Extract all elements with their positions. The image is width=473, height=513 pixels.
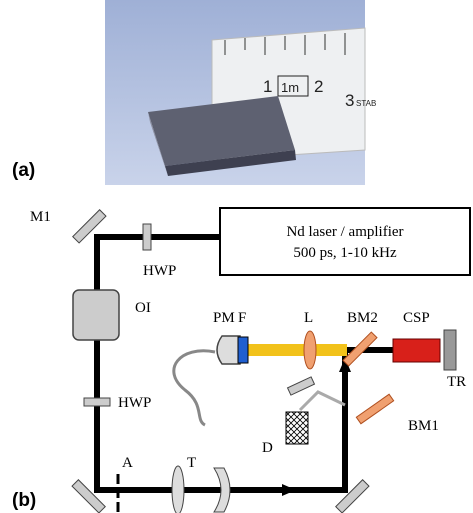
detector [285, 411, 309, 445]
ruler-mark: STAB [356, 99, 376, 108]
arrow [339, 358, 351, 372]
ruler-mark: 2 [314, 77, 323, 96]
waveplate [83, 397, 111, 407]
laser-label: 500 ps, 1-10 kHz [293, 245, 397, 261]
ruler-mark: 3 [345, 91, 354, 110]
mirror [71, 479, 106, 513]
label: TR [447, 374, 466, 390]
label: PM [213, 310, 235, 326]
panel-label: (a) [12, 160, 35, 181]
crystal [392, 338, 441, 363]
beam-splitter [355, 393, 395, 425]
mirror [286, 376, 316, 396]
beam [235, 344, 347, 356]
label: BM2 [347, 310, 378, 326]
beam-splitter [342, 331, 378, 367]
label: HWP [143, 263, 176, 279]
laser-box [219, 207, 471, 276]
label: T [187, 455, 196, 471]
label: M1 [30, 209, 51, 225]
ruler-mark: 1m [281, 80, 299, 95]
label: HWP [118, 395, 151, 411]
waveplate [142, 223, 152, 251]
label: L [304, 310, 313, 326]
power-meter [216, 335, 241, 365]
ruler-mark: 1 [263, 77, 272, 96]
lens [303, 330, 317, 370]
reflected-beam [298, 390, 346, 412]
isolator [72, 289, 120, 341]
mirror [335, 479, 370, 513]
label: CSP [403, 310, 430, 326]
label: BM1 [408, 418, 439, 434]
laser-label: Nd laser / amplifier [286, 224, 403, 240]
lens [171, 465, 185, 513]
photo: 1 1m 2 3 STAB [105, 0, 376, 185]
reflector [443, 329, 457, 371]
arrow [282, 484, 296, 496]
filter [237, 336, 249, 364]
panel-label: (b) [12, 490, 36, 511]
label: D [262, 440, 273, 456]
mirror [213, 467, 231, 513]
mirror [72, 209, 107, 244]
label: A [122, 455, 133, 471]
cable [172, 349, 216, 427]
label: F [238, 310, 246, 326]
label: OI [135, 300, 151, 316]
